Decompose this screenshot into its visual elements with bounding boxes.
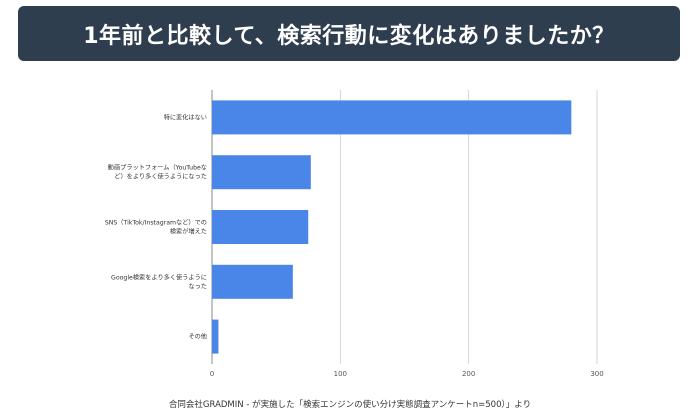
x-tick-label: 0 xyxy=(210,370,214,378)
category-label: ど）をより多く使うようになった xyxy=(114,173,207,181)
category-label: 動画プラットフォーム（YouTubeな xyxy=(108,164,207,172)
x-tick-label: 100 xyxy=(334,370,347,378)
x-tick-label: 200 xyxy=(462,370,475,378)
category-label: Google検索をより多く使うように xyxy=(111,273,207,281)
source-note: 合同会社GRADMIN - が実施した「検索エンジンの使い分け実態調査アンケート… xyxy=(168,400,532,410)
bar xyxy=(212,100,572,135)
category-label: なった xyxy=(188,283,207,290)
x-tick-label: 300 xyxy=(590,370,603,378)
category-label: 特に変化はない xyxy=(164,113,207,121)
bar xyxy=(212,319,219,354)
category-label: その他 xyxy=(188,333,207,341)
bar xyxy=(212,210,309,244)
title-banner: 1年前と比較して、検索行動に変化はありましたか？ xyxy=(18,6,680,61)
chart-title: 1年前と比較して、検索行動に変化はありましたか？ xyxy=(83,23,615,49)
bar xyxy=(212,155,311,190)
category-label: 検索が増えた xyxy=(170,228,207,236)
category-label: SNS（TikTok/Instagramなど）での xyxy=(105,219,207,227)
bar xyxy=(212,264,293,299)
